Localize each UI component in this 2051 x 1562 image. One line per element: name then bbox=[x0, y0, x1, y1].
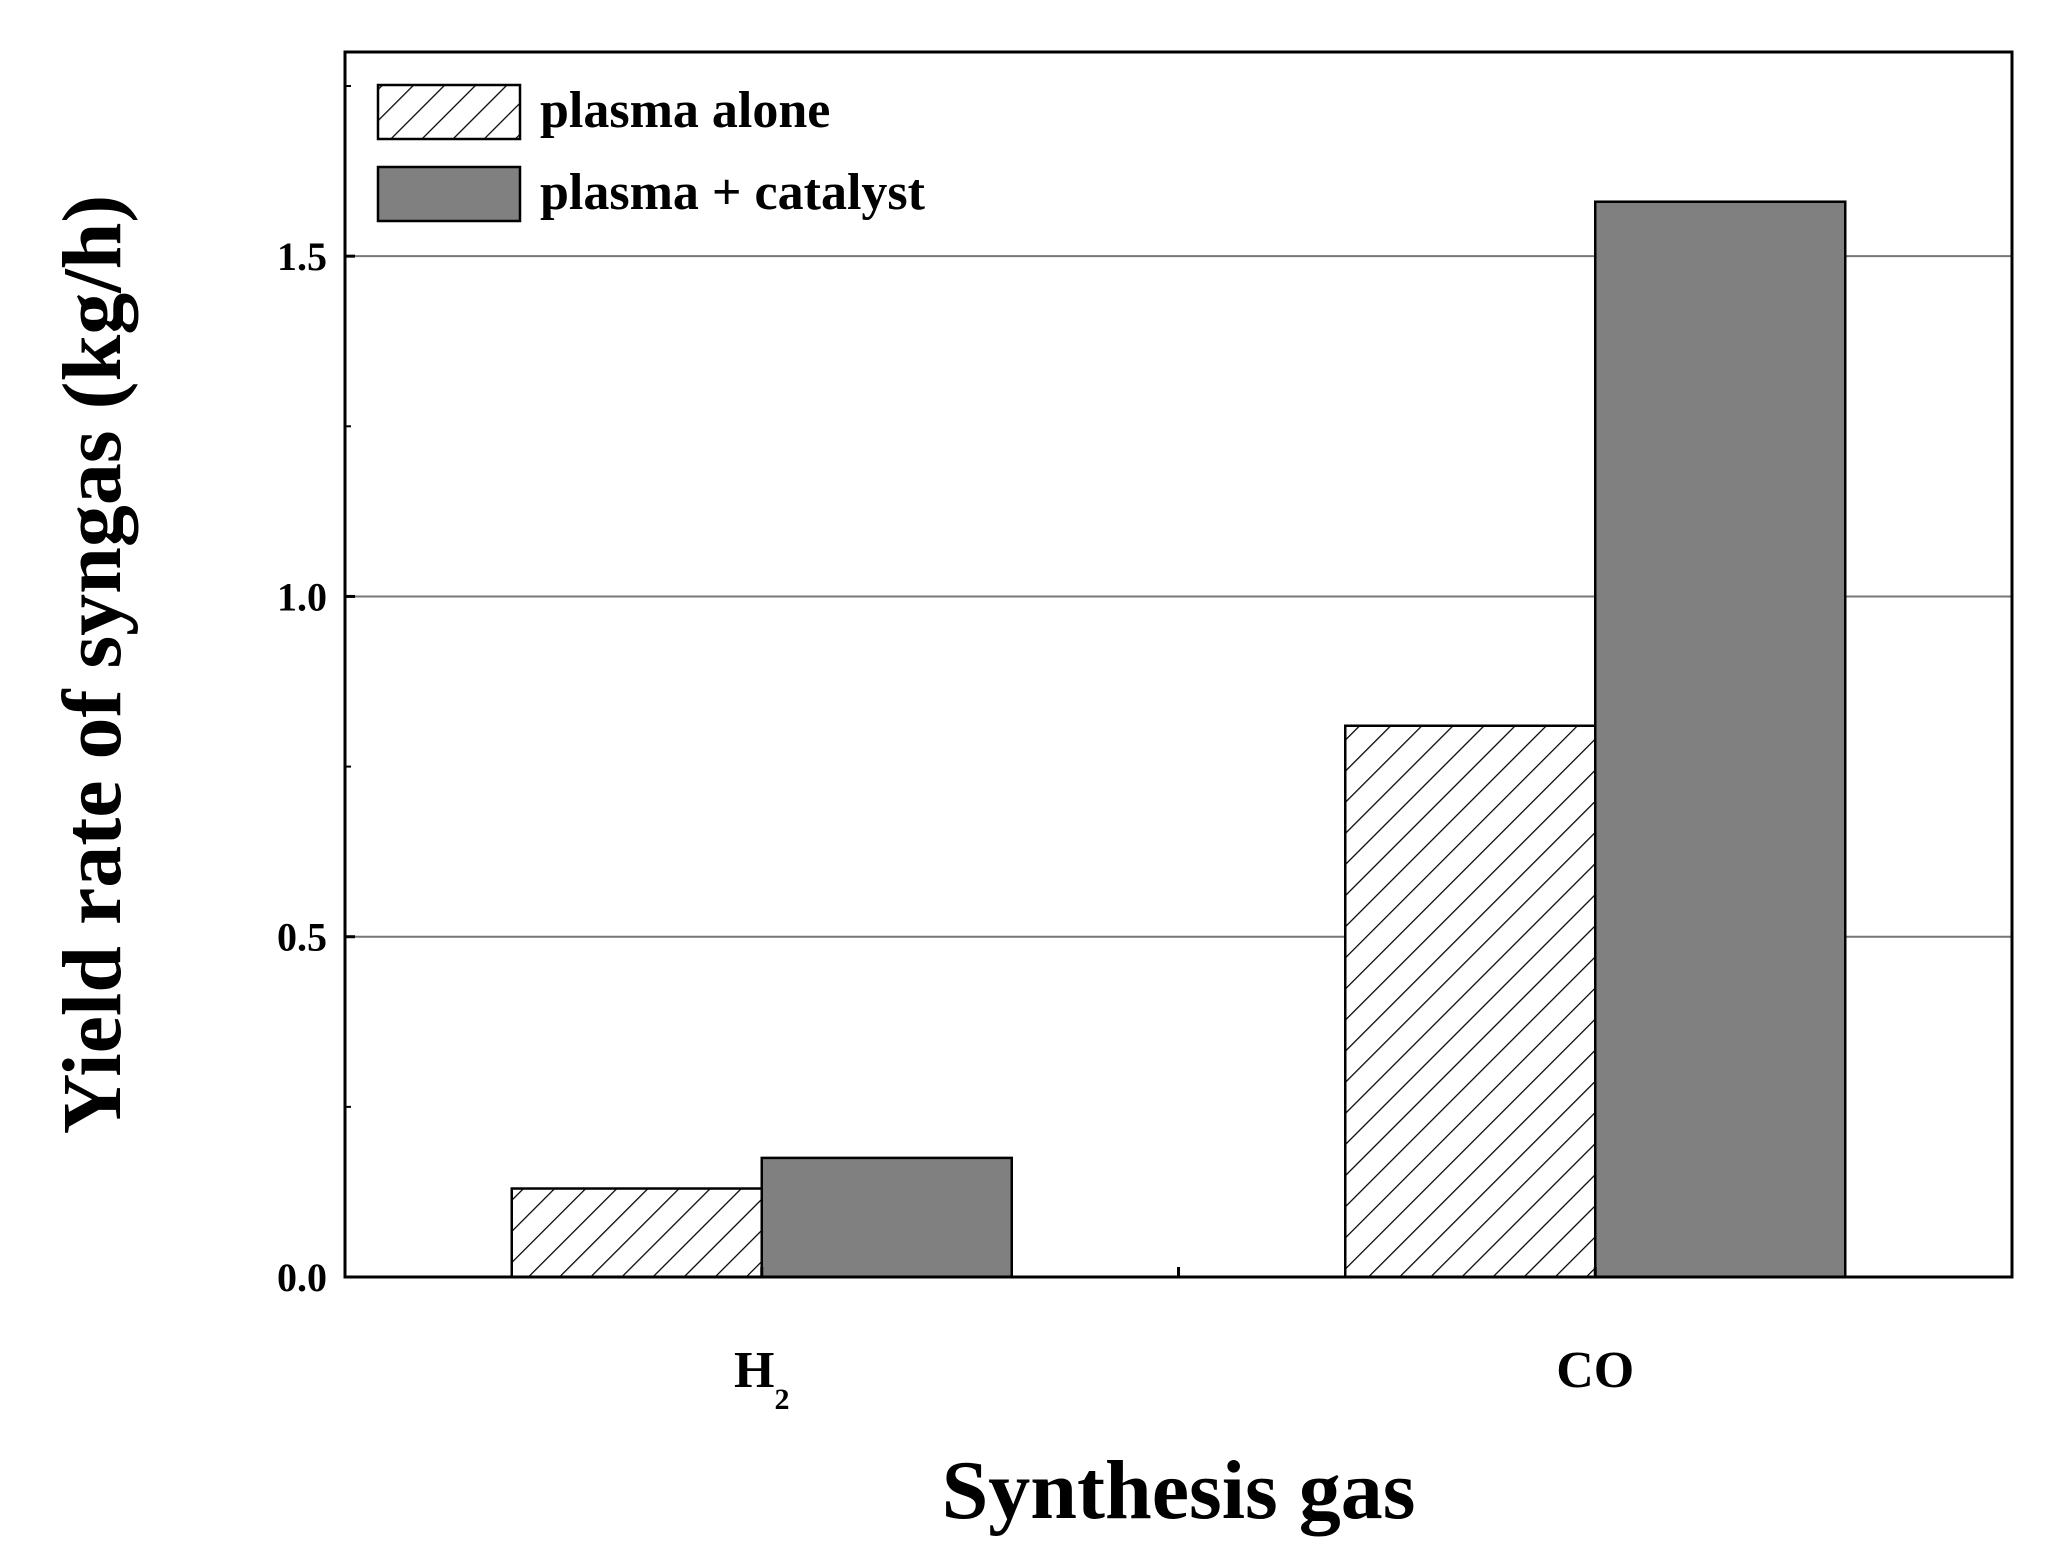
y-tick-label: 1.0 bbox=[277, 574, 327, 619]
legend-swatch bbox=[376, 83, 522, 141]
y-axis-title: Yield rate of syngas (kg/h) bbox=[46, 195, 139, 1135]
legend-label: plasma alone bbox=[540, 82, 830, 139]
legend-swatch bbox=[376, 165, 522, 223]
y-tick-label: 0.0 bbox=[277, 1255, 327, 1300]
legend: plasma alone plasma + catalyst bbox=[376, 82, 926, 223]
bars bbox=[510, 200, 1847, 1279]
category-subscript: 2 bbox=[774, 1383, 789, 1416]
bar-plasma-catalyst-0 bbox=[760, 1156, 1013, 1279]
bar-plasma-alone-1 bbox=[1344, 724, 1597, 1279]
y-tick-label: 0.5 bbox=[277, 915, 327, 960]
x-category-label: H2 bbox=[734, 1342, 789, 1416]
x-axis-categories: H2 CO bbox=[734, 1267, 1634, 1416]
y-axis-ticks: 0.0 0.5 1.0 1.5 bbox=[277, 85, 355, 1300]
bar-plasma-catalyst-1 bbox=[1594, 200, 1847, 1279]
bar-plasma-alone-0 bbox=[510, 1187, 763, 1279]
x-axis-title: Synthesis gas bbox=[942, 1444, 1416, 1537]
category-text: H bbox=[734, 1342, 774, 1399]
legend-label: plasma + catalyst bbox=[540, 164, 926, 221]
x-category-label: CO bbox=[1556, 1342, 1634, 1399]
category-text: CO bbox=[1556, 1342, 1634, 1399]
y-tick-label: 1.5 bbox=[277, 234, 327, 279]
